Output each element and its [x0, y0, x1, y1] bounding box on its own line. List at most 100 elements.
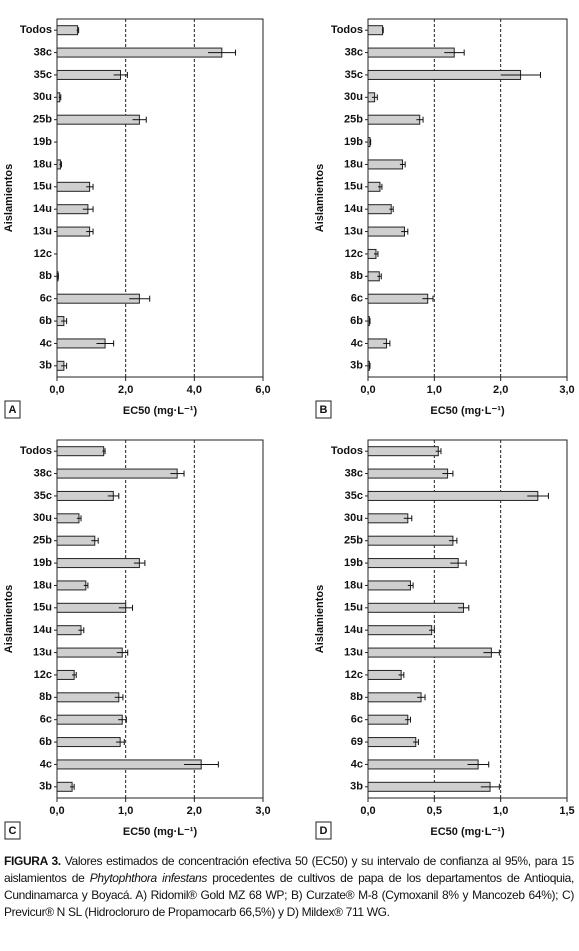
y-tick-label: 18u [33, 158, 52, 170]
x-tick-label: 3,0 [559, 384, 574, 396]
bar [56, 490, 114, 501]
caption: FIGURA 3. Valores estimados de concentra… [4, 853, 574, 921]
y-axis-label: Aislamientos [314, 585, 326, 653]
y-tick-label: 15u [33, 181, 52, 193]
bar [367, 226, 405, 237]
y-tick-label: 30u [344, 91, 363, 103]
y-tick-label: 4c [40, 758, 52, 770]
bar [367, 625, 433, 636]
y-tick-label: 3b [350, 781, 363, 793]
y-tick-label: 35c [34, 490, 52, 502]
bar [56, 737, 121, 748]
y-tick-label: 38c [345, 467, 363, 479]
y-tick-label: 6c [351, 293, 363, 305]
x-axis-label: EC50 (mg·L⁻¹) [123, 826, 198, 838]
bar [56, 647, 123, 658]
x-tick-label: 2,0 [187, 805, 202, 817]
y-tick-label: 19b [344, 557, 363, 569]
y-tick-label: 6c [351, 714, 363, 726]
bar [56, 114, 140, 125]
y-tick-label: 12c [345, 248, 363, 260]
y-tick-label: 14u [344, 203, 363, 215]
panel-label: C [9, 825, 17, 837]
bar [56, 25, 79, 36]
y-tick-label: 8b [39, 691, 52, 703]
bar [56, 293, 140, 304]
y-tick-label: 19b [33, 136, 52, 148]
bar [367, 535, 454, 546]
y-tick-label: 8b [39, 270, 52, 282]
y-tick-label: 25b [344, 114, 363, 126]
bar [56, 513, 80, 524]
bar [56, 692, 120, 703]
x-tick-label: 3,0 [255, 805, 270, 817]
y-axis-label: Aislamientos [3, 585, 15, 653]
bar [367, 114, 421, 125]
x-tick-label: 1,0 [427, 384, 442, 396]
bar [367, 159, 403, 170]
y-tick-label: 6c [40, 714, 52, 726]
y-tick-label: 25b [33, 114, 52, 126]
y-tick-label: 19b [33, 557, 52, 569]
bar [367, 204, 392, 215]
y-tick-label: 6b [39, 315, 52, 327]
y-tick-label: 6b [350, 315, 363, 327]
bar [367, 759, 479, 770]
x-tick-label: 0,0 [360, 805, 375, 817]
bar [367, 25, 384, 36]
bar [367, 490, 539, 501]
bar [56, 226, 91, 237]
bar [367, 513, 409, 524]
y-axis-label: Aislamientos [314, 164, 326, 232]
x-tick-label: 2,0 [118, 384, 133, 396]
y-tick-label: 30u [33, 91, 52, 103]
y-tick-label: 19b [344, 136, 363, 148]
y-tick-label: 14u [33, 624, 52, 636]
x-tick-label: 6,0 [255, 384, 270, 396]
bar [56, 669, 75, 680]
bar [56, 781, 73, 792]
y-tick-label: Todos [20, 445, 52, 457]
y-tick-label: 38c [34, 46, 52, 58]
bar [367, 293, 429, 304]
y-tick-label: 35c [34, 69, 52, 81]
y-axis-label: Aislamientos [3, 164, 15, 232]
x-tick-label: 1,0 [118, 805, 133, 817]
plot-frame [56, 439, 264, 799]
y-tick-label: 15u [344, 602, 363, 614]
bar [56, 625, 82, 636]
y-tick-label: 13u [344, 646, 363, 658]
y-tick-label: 30u [344, 512, 363, 524]
bar [367, 468, 449, 479]
bar [56, 759, 202, 770]
y-tick-label: 3b [350, 360, 363, 372]
caption-label: FIGURA 3. [4, 854, 61, 868]
bar [367, 580, 411, 591]
bar [367, 47, 455, 58]
y-tick-label: 8b [350, 691, 363, 703]
y-tick-label: 38c [345, 46, 363, 58]
y-tick-label: 38c [34, 467, 52, 479]
y-tick-label: 4c [351, 758, 363, 770]
bar [367, 714, 409, 725]
plot-frame [367, 439, 568, 799]
y-tick-label: 35c [345, 490, 363, 502]
y-tick-label: 4c [40, 337, 52, 349]
bar [367, 558, 459, 569]
x-tick-label: 0,0 [49, 805, 64, 817]
y-tick-label: 13u [33, 225, 52, 237]
panel-label: A [9, 404, 17, 416]
y-tick-label: 15u [344, 181, 363, 193]
panel-box [315, 400, 332, 419]
panel-label: B [320, 404, 328, 416]
x-axis-label: EC50 (mg·L⁻¹) [430, 405, 505, 417]
bar [56, 558, 140, 569]
x-tick-label: 2,0 [493, 384, 508, 396]
plot-frame [56, 18, 264, 378]
x-tick-label: 1,5 [559, 805, 574, 817]
y-tick-label: 18u [33, 579, 52, 591]
bar [367, 669, 402, 680]
caption-text: Valores estimados de concentración efect… [4, 854, 574, 885]
y-tick-label: 6c [40, 293, 52, 305]
